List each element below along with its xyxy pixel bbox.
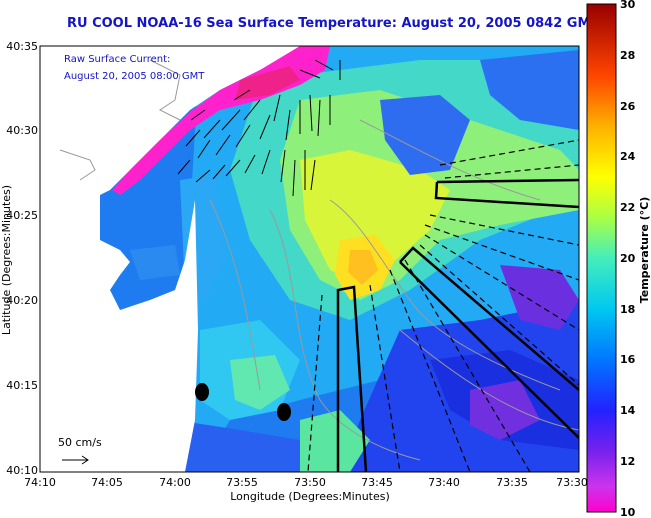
- map-frame: [39, 45, 580, 473]
- map-area: [40, 46, 579, 472]
- y-tick-label: 40:25: [6, 209, 38, 222]
- colorbar-tick: 26: [620, 100, 636, 113]
- colorbar-tick: 24: [620, 150, 636, 163]
- y-tick-label: 40:30: [6, 124, 38, 137]
- x-tick-label: 73:45: [361, 476, 393, 489]
- y-tick-label: 40:15: [6, 379, 38, 392]
- map-title: RU COOL NOAA-16 Sea Surface Temperature:…: [67, 16, 600, 31]
- colorbar-tick: 10: [620, 506, 636, 518]
- colorbar-gradient: [586, 3, 617, 513]
- x-tick-label: 74:10: [24, 476, 56, 489]
- x-tick-label: 73:30: [556, 476, 588, 489]
- annotation-line-1: Raw Surface Current:: [64, 54, 170, 65]
- y-axis-label: Latitude (Degrees:Minutes): [0, 185, 13, 335]
- colorbar-tick: 12: [620, 455, 635, 468]
- colorbar-tick: 14: [620, 404, 636, 417]
- y-tick-label: 40:35: [6, 40, 38, 53]
- x-tick-label: 74:00: [159, 476, 191, 489]
- x-axis-label: Longitude (Degrees:Minutes): [230, 490, 390, 503]
- colorbar: 30 28 26 24 22 20 18 16 14 12 10 Tempera…: [586, 0, 651, 518]
- colorbar-tick: 30: [620, 0, 636, 11]
- annotation-line-2: August 20, 2005 08:00 GMT: [64, 71, 205, 82]
- x-tick-label: 73:40: [428, 476, 460, 489]
- x-tick-label: 73:35: [496, 476, 528, 489]
- x-tick-label: 74:05: [91, 476, 123, 489]
- colorbar-tick: 20: [620, 252, 636, 265]
- colorbar-tick: 22: [620, 201, 635, 214]
- x-tick-label: 73:50: [294, 476, 326, 489]
- colorbar-label: Temperature (°C): [638, 197, 651, 304]
- x-tick-label: 73:55: [226, 476, 258, 489]
- y-axis: 40:35 40:30 40:25 40:20 40:15 40:10 Lati…: [0, 40, 38, 477]
- colorbar-tick: 28: [620, 49, 635, 62]
- y-tick-label: 40:10: [6, 464, 38, 477]
- y-tick-label: 40:20: [6, 294, 38, 307]
- colorbar-tick: 16: [620, 353, 636, 366]
- x-axis: 74:10 74:05 74:00 73:55 73:50 73:45 73:4…: [24, 476, 588, 503]
- scale-label: 50 cm/s: [58, 436, 102, 449]
- colorbar-tick: 18: [620, 303, 635, 316]
